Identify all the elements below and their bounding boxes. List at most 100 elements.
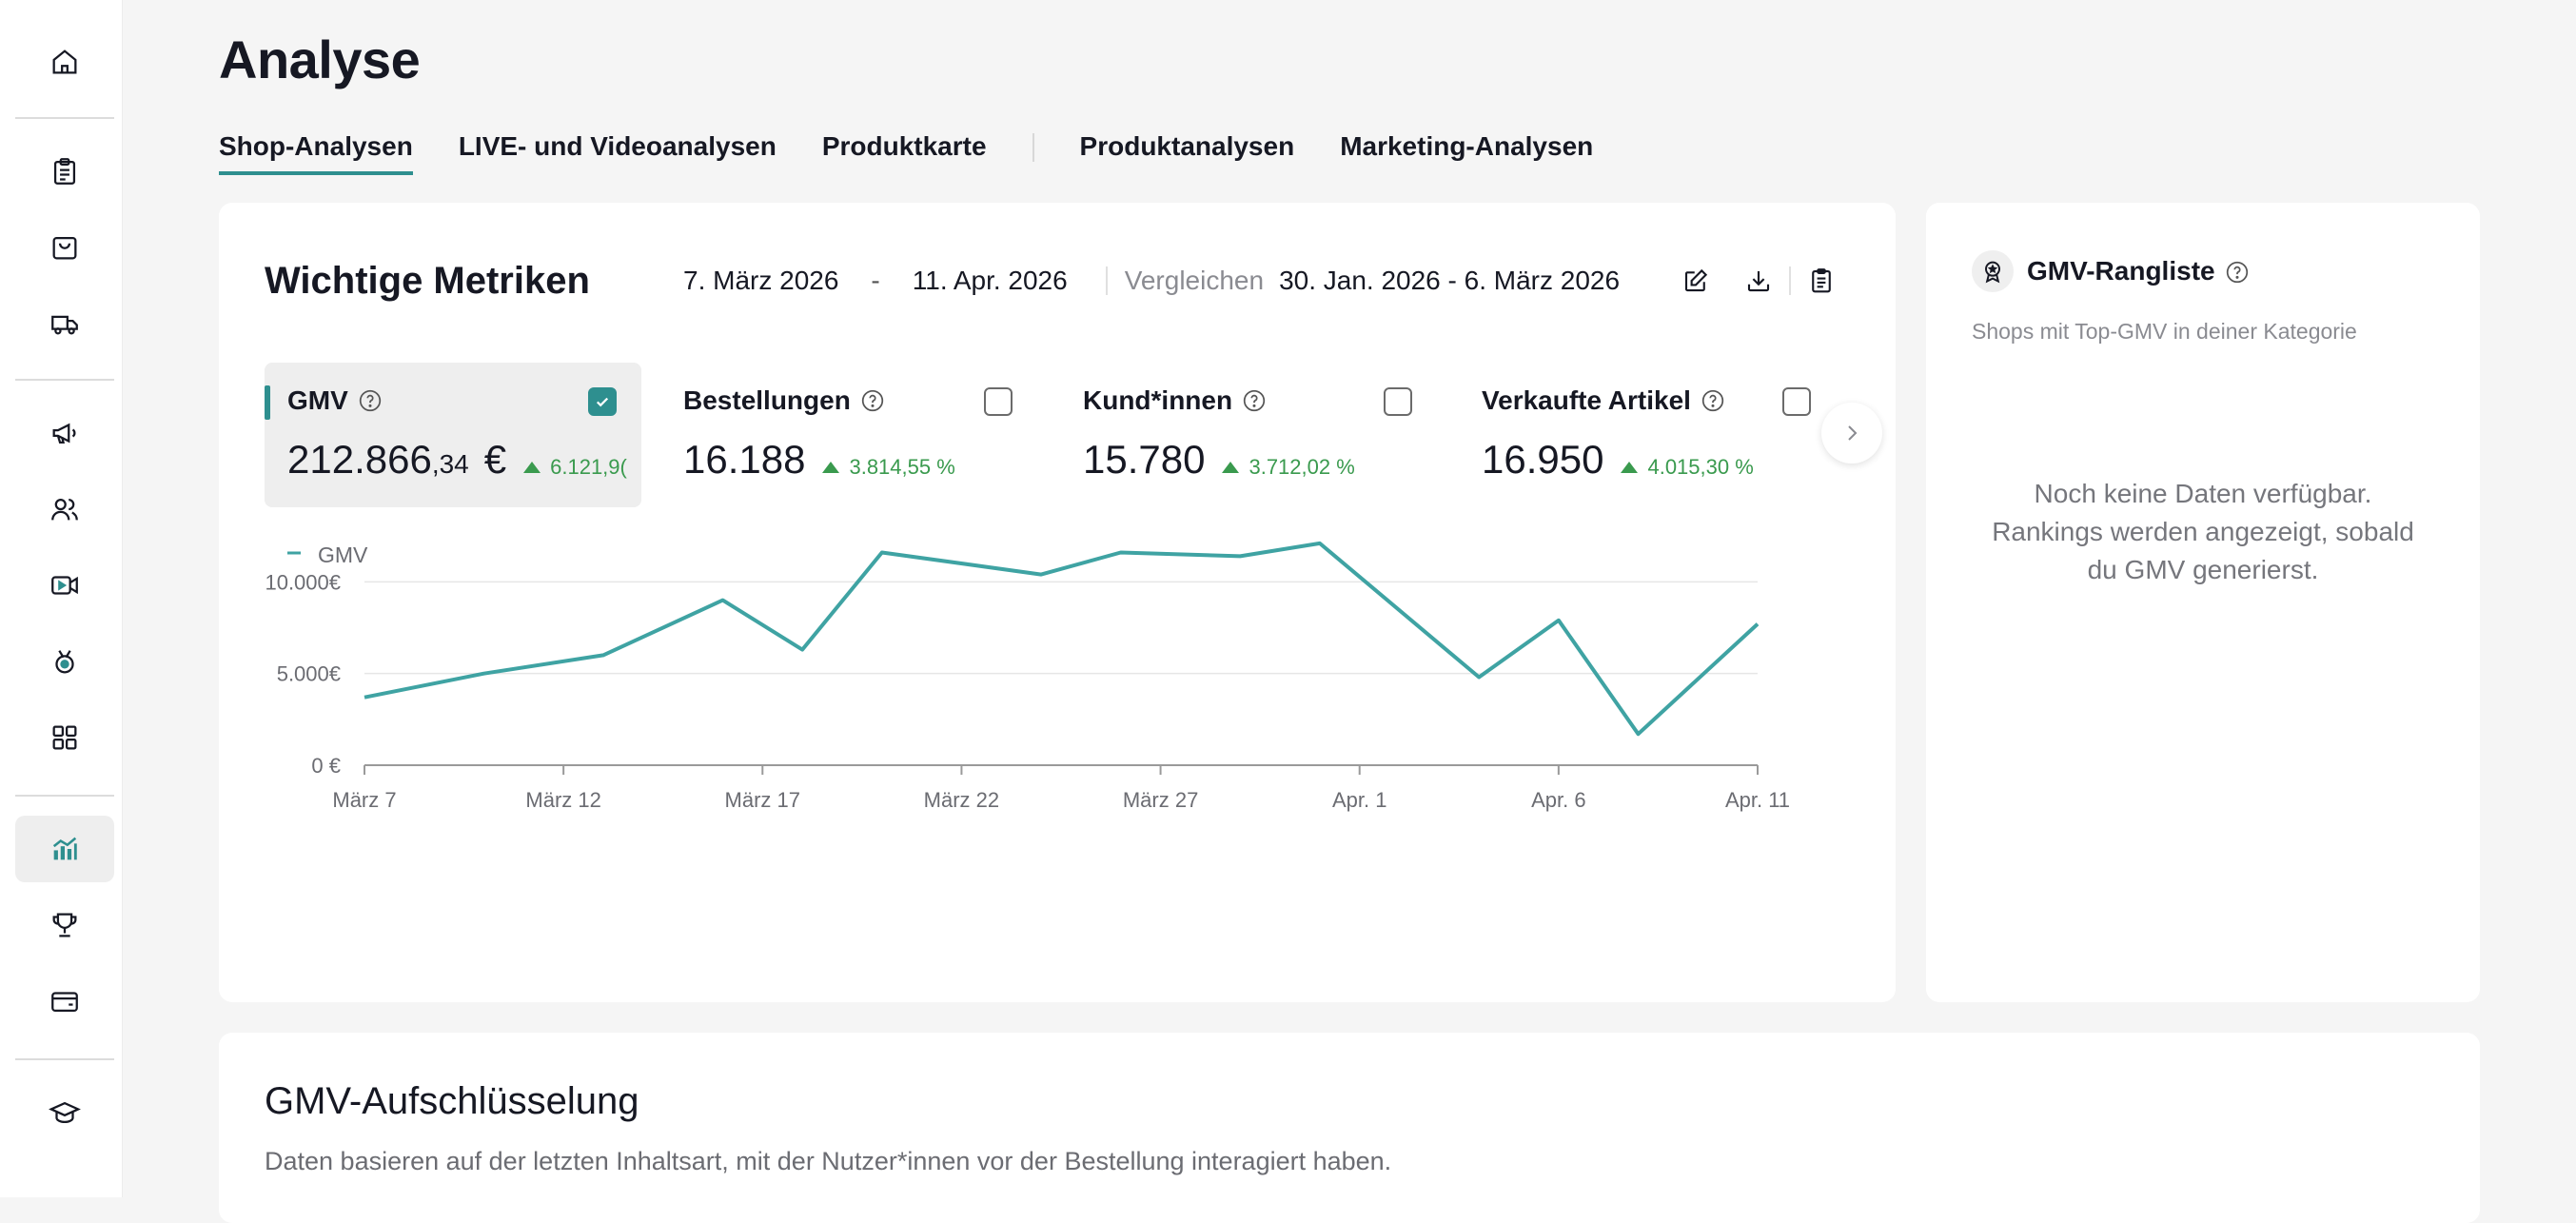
tab-marketing-analysen[interactable]: Marketing-Analysen	[1340, 131, 1593, 171]
apps-grid-icon[interactable]	[15, 704, 114, 771]
sidebar-divider	[15, 1058, 114, 1060]
metric-value-bestellungen: 16.188 3.814,55 %	[683, 437, 955, 483]
metric-delta-text: 3.712,02 %	[1249, 455, 1354, 480]
trend-up-icon	[822, 462, 839, 473]
metric-selected-bar	[265, 385, 270, 420]
tab-shop-analysen[interactable]: Shop-Analysen	[219, 131, 413, 175]
download-icon[interactable]	[1741, 264, 1776, 298]
toolbar-divider	[1789, 266, 1791, 295]
metric-label-text: Kund*innen	[1083, 385, 1232, 416]
date-separator: -	[871, 266, 879, 296]
ranking-title: GMV-Rangliste	[2027, 256, 2215, 286]
date-divider	[1106, 266, 1108, 295]
ranking-header: GMV-Rangliste	[1972, 250, 2250, 292]
metrics-toolbar	[1650, 264, 1839, 298]
trend-up-icon	[1222, 462, 1239, 473]
breakdown-title: GMV-Aufschlüsselung	[265, 1080, 639, 1123]
home-icon[interactable]	[15, 29, 114, 95]
help-icon[interactable]	[358, 388, 383, 413]
help-icon[interactable]	[2225, 259, 2250, 284]
metric-value-main: 16.188	[683, 437, 805, 483]
gmv-ranking-card: GMV-Rangliste Shops mit Top-GMV in deine…	[1926, 203, 2480, 1002]
metric-delta-text: 4.015,30 %	[1647, 455, 1753, 480]
metric-value-verkaufte-artikel: 16.950 4.015,30 %	[1482, 437, 1754, 483]
graduation-cap-icon[interactable]	[15, 1079, 114, 1146]
sidebar-divider	[15, 795, 114, 797]
ranking-subtitle: Shops mit Top-GMV in deiner Kategorie	[1972, 319, 2357, 345]
y-tick-label: 10.000€	[265, 570, 341, 594]
metric-checkbox-gmv[interactable]	[588, 387, 617, 416]
key-metrics-card: Wichtige Metriken 7. März 2026 - 11. Apr…	[219, 203, 1896, 1002]
metric-checkbox-kundinnen[interactable]	[1384, 387, 1412, 416]
metric-currency: €	[484, 437, 506, 483]
metric-label-text: Bestellungen	[683, 385, 851, 416]
report-icon[interactable]	[1804, 264, 1839, 298]
metric-value-main: 15.780	[1083, 437, 1205, 483]
x-tick-label: März 17	[725, 788, 800, 812]
tab-bar: Shop-Analysen LIVE- und Videoanalysen Pr…	[219, 131, 1639, 179]
tab-produktkarte[interactable]: Produktkarte	[822, 131, 987, 171]
metric-label-bestellungen: Bestellungen	[683, 385, 885, 416]
x-tick-label: Apr. 11	[1725, 788, 1790, 812]
shopping-bag-icon[interactable]	[15, 214, 114, 281]
users-icon[interactable]	[15, 476, 114, 542]
metric-tile-bestellungen[interactable]: Bestellungen 16.188 3.814,55 %	[660, 363, 1037, 507]
metrics-next-button[interactable]	[1821, 403, 1882, 464]
gmv-series-line	[364, 543, 1758, 734]
metric-tile-gmv[interactable]: GMV 212.866,34 € 6.121,9(	[265, 363, 641, 507]
breakdown-subtitle: Daten basieren auf der letzten Inhaltsar…	[265, 1147, 1391, 1176]
edit-icon[interactable]	[1679, 264, 1713, 298]
wallet-icon[interactable]	[15, 968, 114, 1035]
compare-range[interactable]: 30. Jan. 2026 - 6. März 2026	[1279, 266, 1620, 296]
metric-value-main: 212.866	[287, 437, 432, 483]
metric-delta-verkaufte-artikel: 4.015,30 %	[1621, 455, 1753, 480]
help-icon[interactable]	[1701, 388, 1725, 413]
metrics-title: Wichtige Metriken	[265, 260, 590, 303]
help-icon[interactable]	[1242, 388, 1267, 413]
metric-checkbox-verkaufte-artikel[interactable]	[1782, 387, 1811, 416]
analytics-chart-icon[interactable]	[15, 816, 114, 882]
sidebar	[0, 0, 123, 1197]
metric-value-kundinnen: 15.780 3.712,02 %	[1083, 437, 1355, 483]
metric-value-decimal: ,34	[432, 449, 469, 480]
metric-delta-kundinnen: 3.712,02 %	[1222, 455, 1354, 480]
y-tick-label: 5.000€	[277, 662, 341, 686]
x-tick-label: Apr. 1	[1332, 788, 1386, 812]
metric-delta-gmv: 6.121,9(	[523, 455, 627, 480]
tab-divider	[1032, 133, 1034, 162]
date-range-picker[interactable]: 7. März 2026 - 11. Apr. 2026 Vergleichen…	[683, 266, 1620, 296]
metric-label-kundinnen: Kund*innen	[1083, 385, 1267, 416]
ranking-empty-state: Noch keine Daten verfügbar. Rankings wer…	[1945, 475, 2461, 589]
date-start[interactable]: 7. März 2026	[683, 266, 838, 296]
metric-checkbox-bestellungen[interactable]	[984, 387, 1013, 416]
empty-state-line: Rankings werden angezeigt, sobald	[1945, 513, 2461, 551]
metric-value-main: 16.950	[1482, 437, 1603, 483]
clipboard-icon[interactable]	[15, 138, 114, 205]
x-tick-label: März 22	[924, 788, 999, 812]
gmv-breakdown-card: GMV-Aufschlüsselung Daten basieren auf d…	[219, 1033, 2480, 1223]
metric-tile-verkaufte-artikel[interactable]: Verkaufte Artikel 16.950 4.015,30 %	[1459, 363, 1836, 507]
megaphone-icon[interactable]	[15, 400, 114, 466]
empty-state-line: du GMV generierst.	[1945, 551, 2461, 589]
sidebar-divider	[15, 117, 114, 119]
video-icon[interactable]	[15, 552, 114, 619]
compare-label: Vergleichen	[1125, 266, 1264, 296]
ranking-badge-icon	[1972, 250, 2014, 292]
metric-tile-kundinnen[interactable]: Kund*innen 15.780 3.712,02 %	[1060, 363, 1437, 507]
metric-delta-text: 6.121,9(	[550, 455, 627, 480]
y-tick-label: 0 €	[311, 754, 341, 778]
trophy-icon[interactable]	[15, 892, 114, 958]
medal-icon[interactable]	[15, 628, 114, 695]
tab-live-und-videoanalysen[interactable]: LIVE- und Videoanalysen	[459, 131, 777, 171]
metric-label-gmv: GMV	[287, 385, 383, 416]
tab-produktanalysen[interactable]: Produktanalysen	[1080, 131, 1295, 171]
date-end[interactable]: 11. Apr. 2026	[913, 266, 1068, 296]
metric-label-text: GMV	[287, 385, 348, 416]
delivery-truck-icon[interactable]	[15, 290, 114, 357]
metric-value-gmv: 212.866,34 € 6.121,9(	[287, 437, 627, 483]
sidebar-divider	[15, 379, 114, 381]
chevron-right-icon	[1840, 422, 1863, 444]
x-tick-label: Apr. 6	[1531, 788, 1585, 812]
help-icon[interactable]	[860, 388, 885, 413]
